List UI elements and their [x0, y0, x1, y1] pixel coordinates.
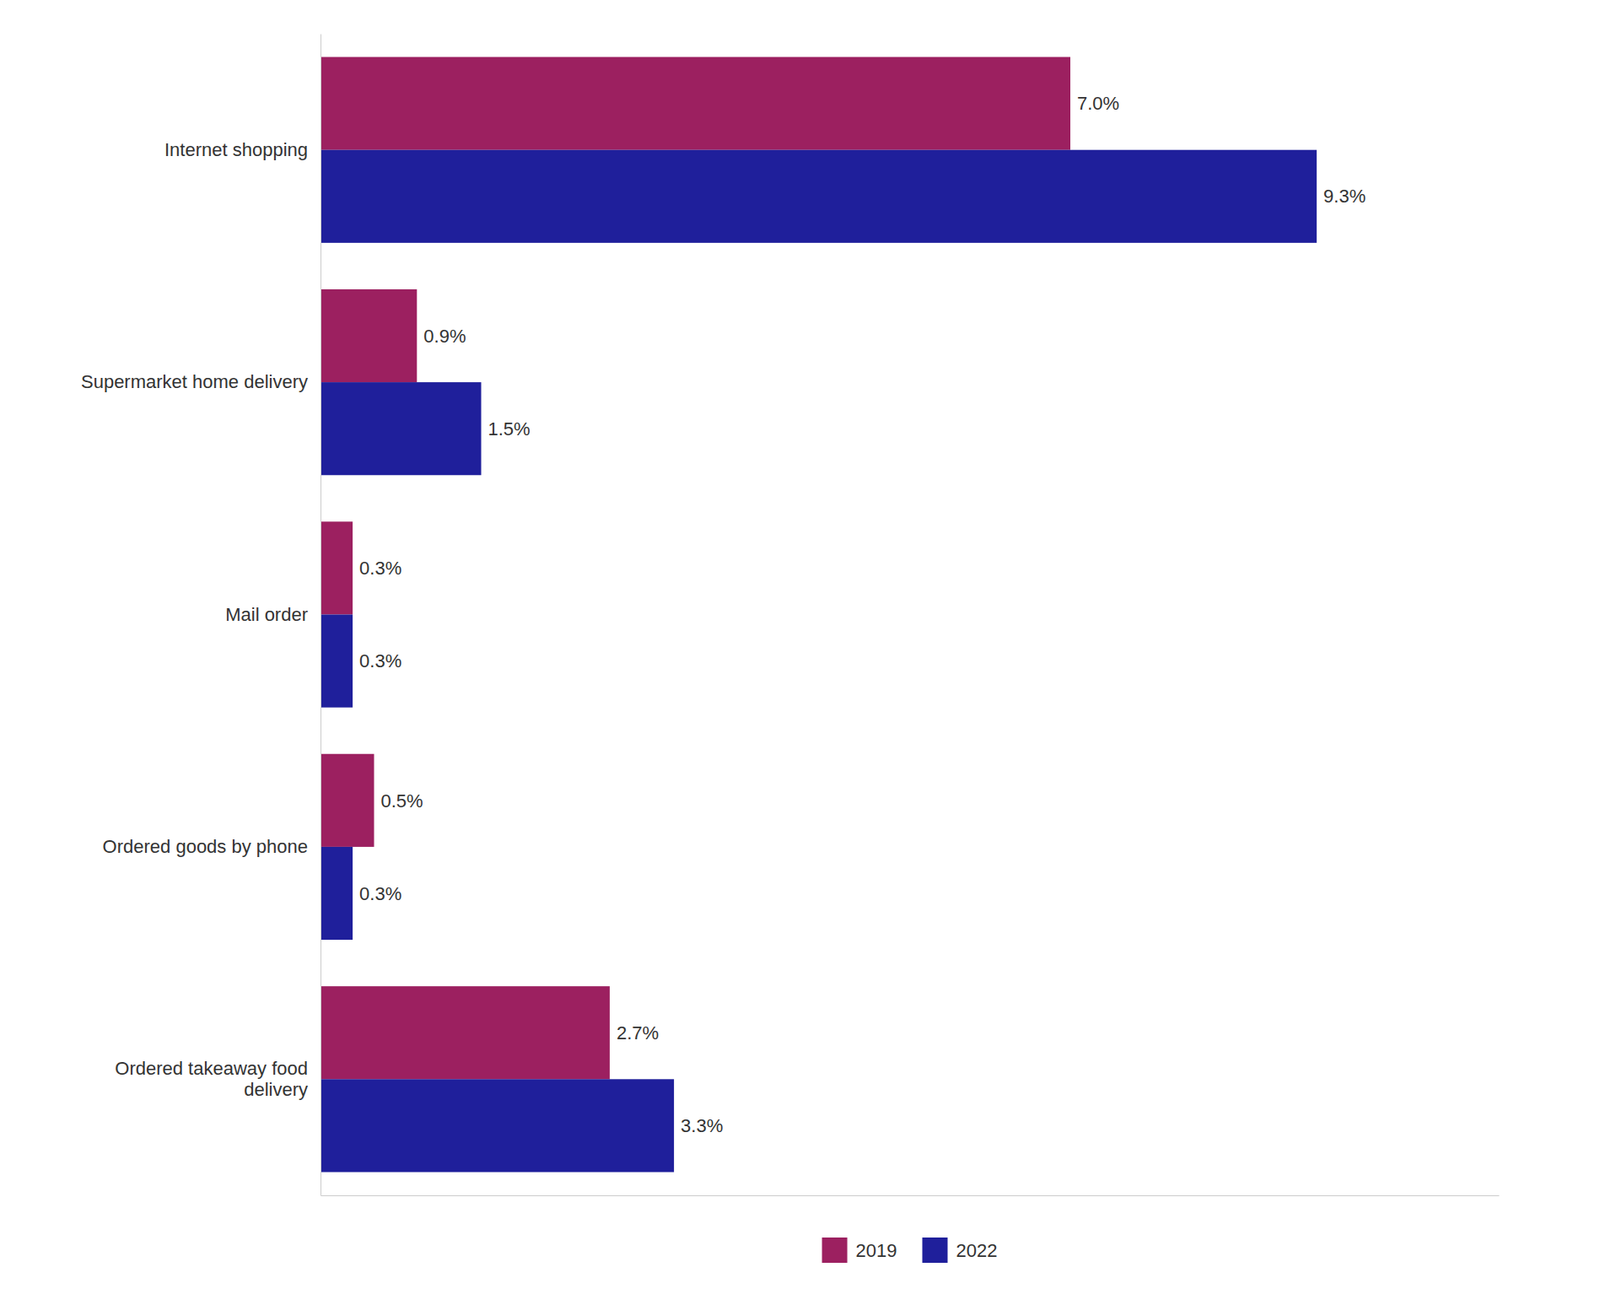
- bar: [320, 150, 1317, 243]
- data-label: 1.5%: [488, 418, 531, 440]
- legend-swatch: [922, 1237, 949, 1263]
- data-label: 3.3%: [680, 1115, 723, 1137]
- legend: 2019 2022: [822, 1237, 998, 1263]
- bar: [320, 614, 353, 708]
- legend-label: 2022: [956, 1239, 998, 1261]
- bar: [320, 289, 417, 383]
- bar: [320, 985, 610, 1079]
- data-label: 2.7%: [616, 1022, 659, 1044]
- y-axis: Internet shopping Supermarket home delive…: [80, 34, 322, 1196]
- y-tick-label: Ordered takeaway fooddelivery: [114, 1057, 308, 1100]
- legend-label: 2019: [856, 1239, 898, 1261]
- y-tick-label: Internet shopping: [164, 139, 308, 161]
- chart: 7.0% 0.9% 0.3% 0.5% 2.7% 9.3% 1.5% 0.3% 0.3% 3.3%…: [0, 0, 1600, 1305]
- bar: [320, 521, 353, 615]
- bar: [320, 57, 1071, 151]
- y-tick: Mail order: [225, 603, 308, 625]
- data-label: 0.9%: [423, 325, 466, 347]
- data-label: 0.5%: [381, 790, 424, 812]
- bar-series: [320, 150, 1317, 1173]
- legend-item: 2019: [822, 1237, 898, 1263]
- y-tick: Internet shopping: [164, 139, 308, 161]
- data-labels: 7.0% 0.9% 0.3% 0.5% 2.7% 9.3% 1.5% 0.3% 0.3% 3.3%: [359, 92, 1366, 1137]
- y-tick: Supermarket home delivery: [80, 371, 308, 393]
- y-tick: Ordered goods by phone: [102, 835, 308, 857]
- y-tick-label: Supermarket home delivery: [80, 371, 308, 393]
- y-tick: Ordered takeaway fooddelivery: [114, 1057, 308, 1100]
- plot: 7.0% 0.9% 0.3% 0.5% 2.7% 9.3% 1.5% 0.3% 0.3% 3.3%…: [80, 34, 1500, 1196]
- y-tick-label: Mail order: [225, 603, 308, 625]
- data-label: 9.3%: [1323, 185, 1366, 207]
- data-label: 7.0%: [1077, 92, 1120, 114]
- bar: [320, 754, 375, 847]
- data-label: 0.3%: [359, 650, 402, 672]
- legend-swatch: [822, 1237, 848, 1263]
- legend-item: 2022: [922, 1237, 998, 1263]
- x-axis-line: [321, 1195, 1500, 1196]
- bar: [320, 1078, 674, 1172]
- data-label: 0.3%: [359, 557, 402, 579]
- bar: [320, 846, 353, 940]
- y-axis-line: [320, 34, 322, 1196]
- bars: [320, 57, 1317, 1173]
- y-tick-label: Ordered goods by phone: [102, 835, 308, 857]
- data-label: 0.3%: [359, 883, 402, 905]
- x-axis: [321, 1195, 1500, 1196]
- bar: [320, 382, 482, 475]
